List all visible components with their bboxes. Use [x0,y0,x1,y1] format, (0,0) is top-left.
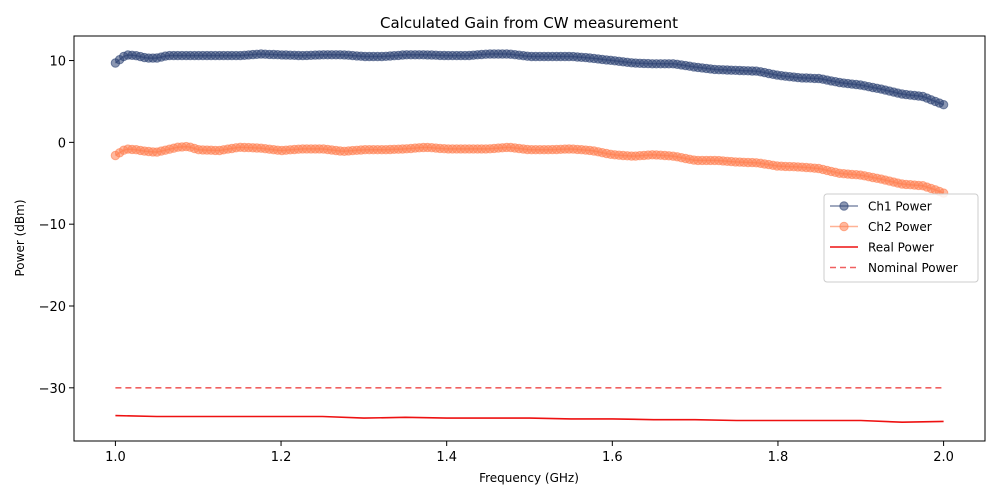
series-layer [110,49,949,424]
ch2-power-series [110,141,949,198]
plot-frame [73,35,986,442]
ch1-power-series [110,49,949,110]
legend-label-nominal-power: Nominal Power [868,261,958,275]
x-tick-label: 2.0 [933,450,954,465]
x-axis-label: Frequency (GHz) [479,471,579,485]
y-axis-label: Power (dBm) [13,200,27,277]
legend-marker-ch2-power [839,221,849,232]
legend-box [823,193,979,283]
legend-marker-ch1-power [839,201,849,211]
ch1-power-point [938,100,949,110]
x-tick-label: 1.6 [602,450,623,465]
x-tick-label: 1.4 [436,450,457,465]
x-tick-label: 1.0 [105,450,126,465]
y-tick-label: −30 [39,382,66,397]
x-axis: 1.0 1.2 1.4 1.6 1.8 2.0 [105,441,954,465]
y-tick-label: −20 [39,300,66,315]
y-tick-label: 0 [58,136,66,151]
real-power-line [115,414,944,424]
x-tick-label: 1.2 [271,450,292,465]
legend-items: Ch1 Power Ch2 Power Real Power Nominal Powe… [830,200,958,275]
legend-label-ch2-power: Ch2 Power [868,220,932,234]
y-tick-label: 10 [49,55,66,70]
legend-label-ch1-power: Ch1 Power [868,200,932,214]
legend-label-real-power: Real Power [868,241,934,255]
x-tick-label: 1.8 [768,450,789,465]
real-power-series [115,414,944,424]
y-axis: 10 0 −10 −20 −30 [39,55,74,397]
plot-area [73,35,986,442]
y-tick-label: −10 [39,218,66,233]
legend: Ch1 Power Ch2 Power Real Power Nominal Powe… [823,193,979,283]
chart-title: Calculated Gain from CW measurement [380,14,678,32]
